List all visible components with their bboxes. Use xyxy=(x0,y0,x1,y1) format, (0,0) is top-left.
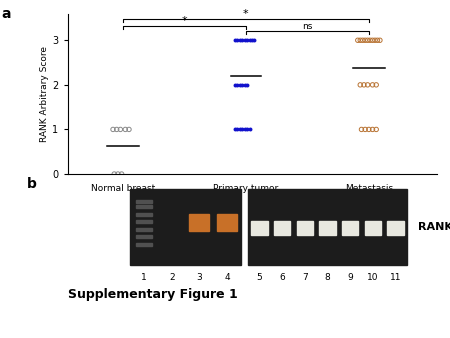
Point xyxy=(111,171,118,177)
Point xyxy=(373,82,380,88)
Point xyxy=(117,127,124,132)
Point xyxy=(251,38,258,43)
Text: 8: 8 xyxy=(325,273,330,282)
Bar xyxy=(387,221,404,235)
Point xyxy=(369,38,376,43)
Point xyxy=(371,38,378,43)
Point xyxy=(234,82,241,88)
Point xyxy=(359,38,366,43)
Point xyxy=(122,127,129,132)
Point xyxy=(364,38,371,43)
Text: *: * xyxy=(181,16,187,26)
Point xyxy=(236,82,243,88)
Text: RANK: RANK xyxy=(418,222,450,232)
Point xyxy=(231,82,239,88)
Point xyxy=(248,38,256,43)
Text: a: a xyxy=(1,7,11,21)
Text: 3: 3 xyxy=(197,273,202,282)
Bar xyxy=(217,214,237,231)
Point xyxy=(369,82,376,88)
Point xyxy=(109,127,117,132)
Bar xyxy=(297,221,313,235)
Point xyxy=(246,127,253,132)
Point xyxy=(373,127,380,132)
Bar xyxy=(365,221,381,235)
Bar xyxy=(342,221,359,235)
Point xyxy=(236,127,243,132)
Bar xyxy=(136,235,152,238)
Point xyxy=(126,127,133,132)
Point xyxy=(358,127,365,132)
Point xyxy=(234,127,241,132)
Text: 10: 10 xyxy=(367,273,379,282)
Point xyxy=(376,38,383,43)
Point xyxy=(241,38,248,43)
Point xyxy=(238,127,246,132)
Point xyxy=(354,38,361,43)
Text: 1: 1 xyxy=(141,273,147,282)
Point xyxy=(243,127,251,132)
Bar xyxy=(274,221,290,235)
Text: 2: 2 xyxy=(169,273,175,282)
Bar xyxy=(320,221,336,235)
Bar xyxy=(136,220,152,223)
Point xyxy=(361,127,369,132)
Bar xyxy=(130,190,241,265)
Text: 5: 5 xyxy=(257,273,262,282)
Point xyxy=(114,171,122,177)
Bar xyxy=(136,213,152,216)
Bar xyxy=(252,221,268,235)
Point xyxy=(238,82,246,88)
Text: *: * xyxy=(243,9,249,19)
Bar xyxy=(136,205,152,208)
Text: 7: 7 xyxy=(302,273,308,282)
Point xyxy=(241,127,248,132)
Text: ns: ns xyxy=(302,22,313,31)
Text: b: b xyxy=(27,177,37,191)
Bar xyxy=(136,243,152,246)
Text: Supplementary Figure 1: Supplementary Figure 1 xyxy=(68,288,237,301)
Point xyxy=(366,38,373,43)
Bar xyxy=(248,190,407,265)
Text: 4: 4 xyxy=(224,273,230,282)
Point xyxy=(234,38,241,43)
Point xyxy=(231,38,239,43)
Point xyxy=(246,38,253,43)
Point xyxy=(364,82,371,88)
Point xyxy=(238,38,246,43)
Point xyxy=(231,127,239,132)
Bar xyxy=(189,214,209,231)
Text: 9: 9 xyxy=(347,273,353,282)
Bar xyxy=(136,228,152,231)
Point xyxy=(236,38,243,43)
Point xyxy=(369,127,376,132)
Point xyxy=(357,82,364,88)
Y-axis label: RANK Arbitrary Score: RANK Arbitrary Score xyxy=(40,46,50,142)
Point xyxy=(360,82,368,88)
Point xyxy=(118,171,125,177)
Point xyxy=(357,38,364,43)
Point xyxy=(243,38,251,43)
Point xyxy=(361,38,369,43)
Bar xyxy=(136,200,152,203)
Point xyxy=(374,38,381,43)
Point xyxy=(243,82,251,88)
Text: 11: 11 xyxy=(390,273,401,282)
Point xyxy=(113,127,120,132)
Point xyxy=(241,82,248,88)
Text: 6: 6 xyxy=(279,273,285,282)
Point xyxy=(365,127,373,132)
